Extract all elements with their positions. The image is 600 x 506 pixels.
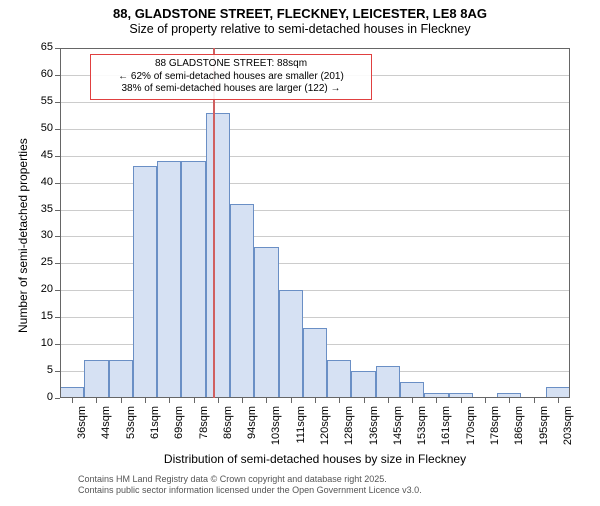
chart-title-address: 88, GLADSTONE STREET, FLECKNEY, LEICESTE… — [0, 6, 600, 21]
gridline — [60, 156, 570, 157]
histogram-bar — [181, 161, 205, 398]
xtick-label: 153sqm — [416, 406, 428, 466]
annotation-line: 88 GLADSTONE STREET: 88sqm — [97, 58, 365, 71]
ytick-label: 25 — [23, 256, 53, 268]
histogram-bar — [230, 204, 254, 398]
xtick-mark — [436, 398, 437, 403]
property-marker-line — [213, 48, 215, 398]
xtick-mark — [291, 398, 292, 403]
xtick-mark — [169, 398, 170, 403]
histogram-bar — [400, 382, 424, 398]
ytick-mark — [55, 371, 60, 372]
xtick-mark — [72, 398, 73, 403]
ytick-label: 40 — [23, 176, 53, 188]
xtick-label: 69sqm — [173, 406, 185, 466]
ytick-mark — [55, 48, 60, 49]
ytick-label: 35 — [23, 203, 53, 215]
histogram-bar — [157, 161, 181, 398]
xtick-mark — [461, 398, 462, 403]
histogram-bar — [206, 113, 230, 398]
xtick-mark — [485, 398, 486, 403]
attribution-footer: Contains HM Land Registry data © Crown c… — [78, 474, 422, 496]
gridline — [60, 129, 570, 130]
xtick-mark — [388, 398, 389, 403]
xtick-mark — [242, 398, 243, 403]
ytick-mark — [55, 156, 60, 157]
histogram-bar — [133, 166, 157, 398]
ytick-mark — [55, 236, 60, 237]
ytick-mark — [55, 398, 60, 399]
xtick-mark — [364, 398, 365, 403]
ytick-label: 0 — [23, 391, 53, 403]
xtick-label: 111sqm — [295, 406, 307, 466]
histogram-bar — [303, 328, 327, 398]
ytick-label: 45 — [23, 149, 53, 161]
xtick-mark — [509, 398, 510, 403]
ytick-mark — [55, 75, 60, 76]
xtick-label: 195sqm — [538, 406, 550, 466]
histogram-bar — [546, 387, 570, 398]
ytick-label: 15 — [23, 310, 53, 322]
xtick-mark — [266, 398, 267, 403]
xtick-label: 128sqm — [343, 406, 355, 466]
xtick-mark — [96, 398, 97, 403]
xtick-mark — [558, 398, 559, 403]
annotation-line: ← 62% of semi-detached houses are smalle… — [97, 71, 365, 84]
ytick-label: 50 — [23, 122, 53, 134]
xtick-mark — [194, 398, 195, 403]
xtick-label: 186sqm — [513, 406, 525, 466]
histogram-bar — [60, 387, 84, 398]
histogram-bar — [254, 247, 278, 398]
annotation-box: 88 GLADSTONE STREET: 88sqm← 62% of semi-… — [90, 54, 372, 100]
footer-line-1: Contains HM Land Registry data © Crown c… — [78, 474, 422, 485]
xtick-label: 61sqm — [149, 406, 161, 466]
ytick-mark — [55, 102, 60, 103]
histogram-bar — [279, 290, 303, 398]
ytick-label: 30 — [23, 229, 53, 241]
ytick-label: 65 — [23, 41, 53, 53]
xtick-label: 203sqm — [562, 406, 574, 466]
histogram-bar — [327, 360, 351, 398]
ytick-mark — [55, 210, 60, 211]
gridline — [60, 102, 570, 103]
footer-line-2: Contains public sector information licen… — [78, 485, 422, 496]
xtick-label: 36sqm — [76, 406, 88, 466]
xtick-label: 44sqm — [100, 406, 112, 466]
xtick-label: 103sqm — [270, 406, 282, 466]
xtick-label: 94sqm — [246, 406, 258, 466]
ytick-label: 55 — [23, 95, 53, 107]
histogram-bar — [84, 360, 108, 398]
ytick-mark — [55, 317, 60, 318]
xtick-label: 170sqm — [465, 406, 477, 466]
ytick-mark — [55, 183, 60, 184]
xtick-label: 145sqm — [392, 406, 404, 466]
xtick-label: 53sqm — [125, 406, 137, 466]
xtick-mark — [412, 398, 413, 403]
ytick-label: 20 — [23, 283, 53, 295]
xtick-mark — [121, 398, 122, 403]
ytick-label: 5 — [23, 364, 53, 376]
ytick-mark — [55, 344, 60, 345]
histogram-bar — [109, 360, 133, 398]
xtick-mark — [315, 398, 316, 403]
ytick-mark — [55, 290, 60, 291]
xtick-mark — [145, 398, 146, 403]
ytick-label: 60 — [23, 68, 53, 80]
xtick-mark — [534, 398, 535, 403]
xtick-mark — [218, 398, 219, 403]
xtick-label: 78sqm — [198, 406, 210, 466]
xtick-mark — [339, 398, 340, 403]
xtick-label: 161sqm — [440, 406, 452, 466]
annotation-line: 38% of semi-detached houses are larger (… — [97, 83, 365, 96]
histogram-bar — [351, 371, 375, 398]
xtick-label: 120sqm — [319, 406, 331, 466]
ytick-mark — [55, 129, 60, 130]
histogram-bar — [376, 366, 400, 398]
xtick-label: 136sqm — [368, 406, 380, 466]
ytick-mark — [55, 263, 60, 264]
xtick-label: 86sqm — [222, 406, 234, 466]
xtick-label: 178sqm — [489, 406, 501, 466]
chart-title-subtitle: Size of property relative to semi-detach… — [0, 22, 600, 36]
ytick-label: 10 — [23, 337, 53, 349]
